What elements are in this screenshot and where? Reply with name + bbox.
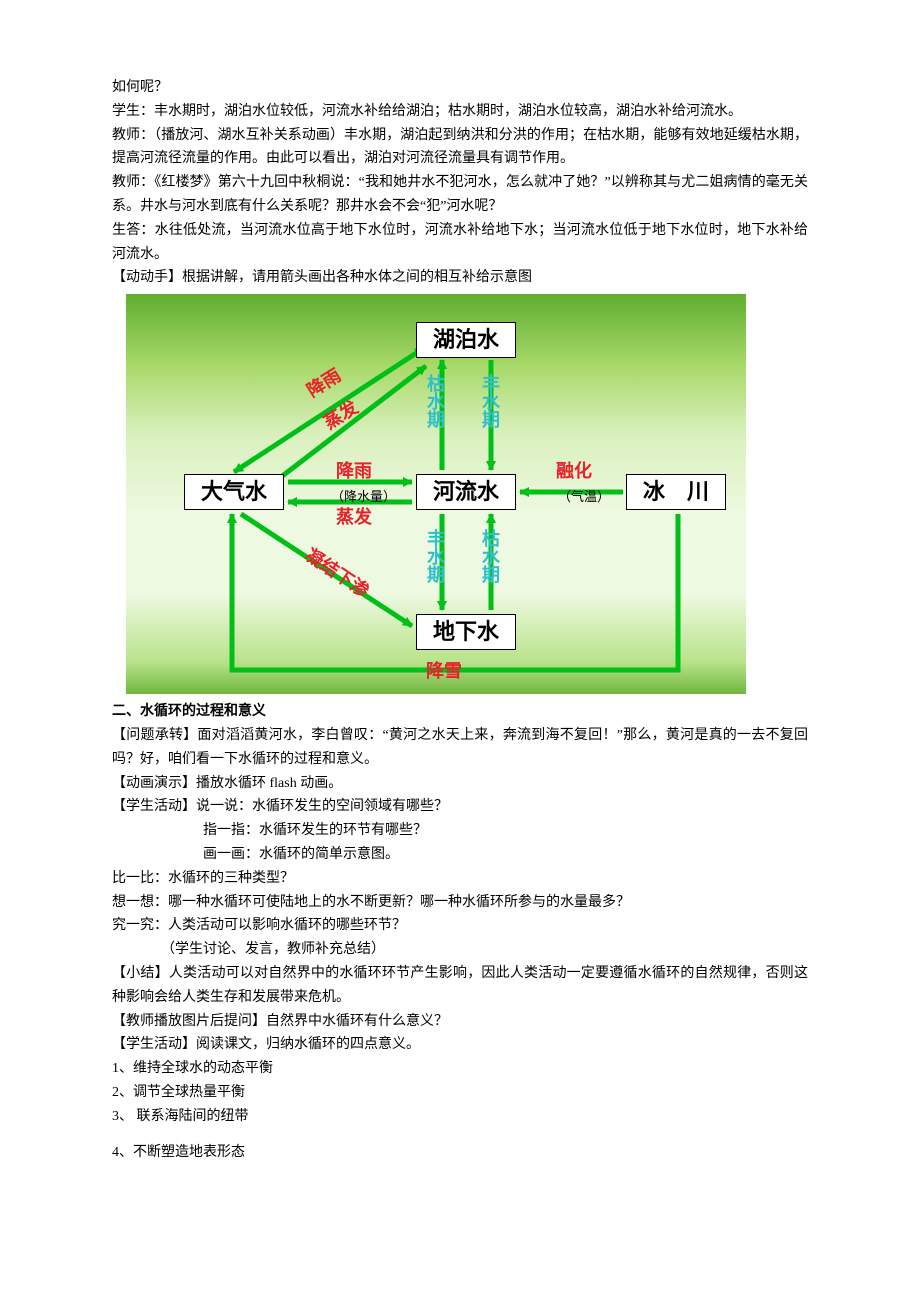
label-evap-mid: 蒸发 — [336, 508, 372, 526]
list-item: 3、 联系海陆间的纽带 — [112, 1105, 808, 1129]
paragraph: 生答：水往低处流，当河流水位高于地下水位时，河流水补给地下水；当河流水位低于地下… — [112, 219, 808, 267]
label-dry-lake: 枯水期 — [426, 374, 444, 428]
paragraph: 教师：（播放河、湖水互补关系动画）丰水期，湖泊起到纳洪和分洪的作用；在枯水期，能… — [112, 124, 808, 172]
paragraph: 教师：《红楼梦》第六十九回中秋桐说：“我和她井水不犯河水，怎么就冲了她？”以辨称… — [112, 171, 808, 219]
teacher-question: 【教师播放图片后提问】自然界中水循环有什么意义？ — [112, 1010, 808, 1034]
paragraph: 如何呢？ — [112, 76, 808, 100]
paragraph: 比一比：水循环的三种类型？ — [112, 867, 808, 891]
label-wet-ground: 丰水期 — [426, 529, 444, 583]
paragraph: 想一想：哪一种水循环可使陆地上的水不断更新？哪一种水循环所参与的水量最多？ — [112, 891, 808, 915]
label-wet-lake: 丰水期 — [481, 374, 499, 428]
paragraph: 【问题承转】面对滔滔黄河水，李白曾叹：“黄河之水天上来，奔流到海不复回！”那么，… — [112, 724, 808, 772]
node-lake: 湖泊水 — [416, 322, 516, 358]
section-2-title: 二、水循环的过程和意义 — [112, 700, 808, 724]
summary-paragraph: 【小结】人类活动可以对自然界中的水循环环节产生影响，因此人类活动一定要遵循水循环… — [112, 962, 808, 1010]
label-melt: 融化 — [556, 462, 592, 480]
label-precip-note: （降水量） — [331, 486, 396, 508]
indented-line: 画一画：水循环的简单示意图。 — [112, 843, 808, 867]
paragraph: 究一究：人类活动可以影响水循环的哪些环节？ — [112, 914, 808, 938]
label-snow: 降雪 — [426, 662, 462, 680]
node-river: 河流水 — [416, 474, 516, 510]
node-atmosphere: 大气水 — [184, 474, 284, 510]
list-item: 4、不断塑造地表形态 — [112, 1141, 808, 1165]
paragraph: 【动画演示】播放水循环 flash 动画。 — [112, 772, 808, 796]
label-rain-upper: 降雨 — [304, 366, 344, 400]
label-temp-note: （气温） — [558, 486, 610, 508]
discussion-note: （学生讨论、发言，教师补充总结） — [112, 938, 808, 962]
paragraph: 【学生活动】说一说：水循环发生的空间领域有哪些？ — [112, 795, 808, 819]
paragraph: 【动动手】根据讲解，请用箭头画出各种水体之间的相互补给示意图 — [112, 266, 808, 290]
label-condense-infiltrate: 凝结下渗 — [302, 546, 372, 601]
diagram-container: 湖泊水 大气水 河流水 冰 川 地下水 降雨 蒸发 枯水期 丰水期 降雨 （降水… — [112, 290, 808, 700]
node-groundwater: 地下水 — [416, 614, 516, 650]
label-evap-upper: 蒸发 — [321, 398, 361, 432]
label-dry-ground: 枯水期 — [481, 529, 499, 583]
student-activity-read: 【学生活动】阅读课文，归纳水循环的四点意义。 — [112, 1033, 808, 1057]
list-item: 2、调节全球热量平衡 — [112, 1081, 808, 1105]
document-page: 如何呢？ 学生：丰水期时，湖泊水位较低，河流水补给给湖泊；枯水期时，湖泊水位较高… — [0, 0, 920, 1204]
water-cycle-diagram: 湖泊水 大气水 河流水 冰 川 地下水 降雨 蒸发 枯水期 丰水期 降雨 （降水… — [126, 294, 746, 694]
label-rain-mid: 降雨 — [336, 462, 372, 480]
paragraph: 学生：丰水期时，湖泊水位较低，河流水补给给湖泊；枯水期时，湖泊水位较高，湖泊水补… — [112, 100, 808, 124]
list-item: 1、维持全球水的动态平衡 — [112, 1057, 808, 1081]
indented-line: 指一指：水循环发生的环节有哪些？ — [112, 819, 808, 843]
node-glacier: 冰 川 — [626, 474, 726, 510]
